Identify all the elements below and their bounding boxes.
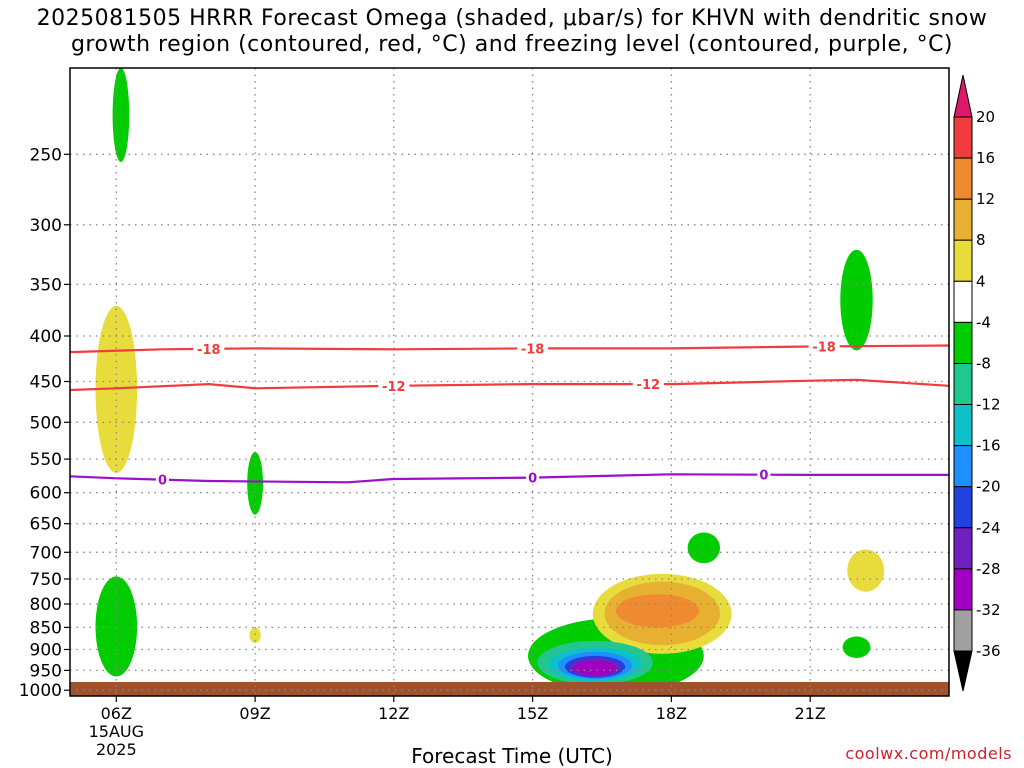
- x-axis-label: Forecast Time (UTC): [411, 744, 613, 768]
- x-tick-label-21Z: 21Z: [795, 704, 826, 723]
- colorbar-segment-10: [953, 527, 973, 570]
- y-tick-label-300: 300: [30, 216, 62, 236]
- shaded-region-13: [842, 636, 871, 658]
- colorbar-segment-3: [953, 239, 973, 282]
- colorbar-segment-7: [953, 404, 973, 447]
- colorbar-label--36: -36: [976, 642, 1001, 660]
- x-tick-label-12Z: 12Z: [378, 704, 409, 723]
- shaded-region-12: [847, 549, 885, 592]
- colorbar-segment-5: [953, 321, 973, 364]
- y-axis-ticks: 250 300 350 400 450 500 550 600 650 700 750 800 850 9…: [19, 145, 70, 701]
- y-tick-label-850: 850: [30, 618, 62, 638]
- contour-label--12: -12: [382, 380, 406, 395]
- contour-lines: -18 -18 -18 -12 -12 0 0 0: [70, 338, 949, 489]
- colorbar-label--4: -4: [976, 313, 991, 331]
- colorbar-label-20: 20: [976, 108, 995, 126]
- shaded-region-3: [249, 627, 261, 643]
- omega-shading: [95, 68, 885, 695]
- colorbar-segment-9: [953, 486, 973, 529]
- colorbar-label-4: 4: [976, 272, 986, 290]
- x-tick-label-18Z: 18Z: [656, 704, 687, 723]
- x-tick-year: 2025: [96, 740, 137, 759]
- y-tick-label-450: 450: [30, 373, 62, 393]
- colorbar-label--20: -20: [976, 478, 1001, 496]
- y-tick-label-750: 750: [30, 570, 62, 590]
- y-tick-label-250: 250: [30, 145, 62, 165]
- y-tick-label-650: 650: [30, 515, 62, 535]
- x-tick-date: 15AUG: [89, 722, 144, 741]
- contour-label-bg: [378, 377, 410, 393]
- shaded-core-7: [615, 594, 700, 628]
- contour-label--12: -12: [637, 378, 661, 393]
- x-tick-label-09Z: 09Z: [239, 704, 270, 723]
- colorbar-segment-0: [953, 116, 973, 159]
- grid-lines: [70, 68, 949, 696]
- shaded-region-4: [95, 576, 138, 677]
- colorbar-label--32: -32: [976, 601, 1001, 619]
- colorbar-label-16: 16: [976, 149, 995, 167]
- contour--18: [70, 344, 949, 354]
- plot-frame: [69, 67, 950, 697]
- contour-label-bg: [808, 338, 840, 354]
- y-tick-label-600: 600: [30, 484, 62, 504]
- colorbar-label-8: 8: [976, 231, 986, 249]
- colorbar-segment-12: [953, 609, 973, 652]
- colorbar: 20 16 12 8 4 -4 -8 -12 -16 -20 -24 -28 -32 -36: [953, 74, 1001, 692]
- y-tick-label-950: 950: [30, 661, 62, 681]
- colorbar-label--28: -28: [976, 560, 1001, 578]
- contour-label-bg: [517, 340, 549, 356]
- x-tick-label-06Z: 06Z: [101, 704, 132, 723]
- colorbar-label--16: -16: [976, 437, 1001, 455]
- colorbar-segment-4: [953, 280, 973, 323]
- y-tick-label-1000: 1000: [19, 681, 62, 701]
- y-tick-label-400: 400: [30, 327, 62, 347]
- colorbar-segment-2: [953, 198, 973, 241]
- x-tick-label-15Z: 15Z: [517, 704, 548, 723]
- chart-title: 2025081505 HRRR Forecast Omega (shaded, …: [0, 6, 1024, 58]
- y-tick-label-350: 350: [30, 275, 62, 295]
- shaded-core-5: [574, 660, 616, 676]
- colorbar-label--12: -12: [976, 396, 1001, 414]
- contour-label--18: -18: [197, 343, 221, 358]
- colorbar-segment-1: [953, 157, 973, 200]
- shaded-region-11: [840, 249, 873, 351]
- chart-title-line1: 2025081505 HRRR Forecast Omega (shaded, …: [36, 6, 988, 31]
- contour-label--18: -18: [521, 342, 545, 357]
- chart-title-line2: growth region (contoured, red, °C) and f…: [70, 32, 954, 57]
- contour--12: [70, 378, 949, 392]
- colorbar-label-12: 12: [976, 190, 995, 208]
- colorbar-label--24: -24: [976, 519, 1001, 537]
- contour-label-0: 0: [759, 469, 768, 484]
- shaded-region-2: [247, 452, 263, 515]
- y-tick-label-700: 700: [30, 543, 62, 563]
- colorbar-segment-11: [953, 568, 973, 611]
- contour-label-bg: [156, 471, 169, 487]
- contour-0: [70, 473, 949, 484]
- contour-label-bg: [632, 376, 664, 392]
- y-tick-label-900: 900: [30, 641, 62, 661]
- shaded-region-0: [112, 68, 130, 162]
- shaded-region-10: [687, 532, 720, 564]
- colorbar-top-arrow: [953, 74, 973, 118]
- y-tick-label-550: 550: [30, 450, 62, 470]
- contour-label-bg: [193, 340, 225, 356]
- contour-label-0: 0: [158, 474, 167, 489]
- ground-surface: [70, 682, 949, 696]
- colorbar-segment-6: [953, 363, 973, 406]
- y-tick-label-500: 500: [30, 413, 62, 433]
- contour-label-bg: [526, 469, 540, 485]
- contour-label--18: -18: [812, 340, 836, 355]
- colorbar-bottom-arrow: [953, 650, 973, 692]
- contour-label-bg: [757, 466, 771, 482]
- y-tick-label-800: 800: [30, 595, 62, 615]
- credit-link[interactable]: coolwx.com/models: [845, 744, 1012, 763]
- colorbar-segment-8: [953, 445, 973, 488]
- colorbar-label--8: -8: [976, 355, 991, 373]
- contour-label-0: 0: [528, 472, 537, 487]
